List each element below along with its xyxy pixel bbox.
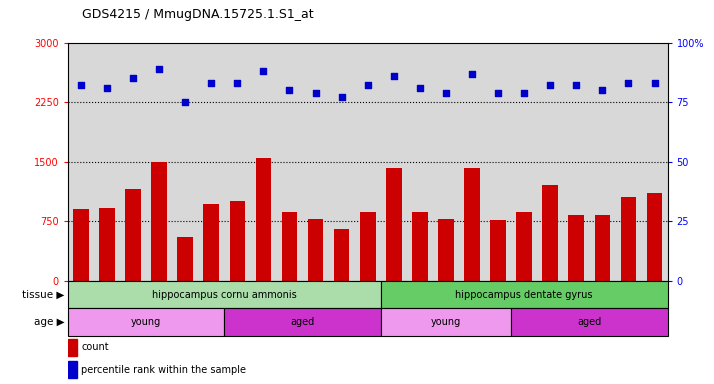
- Bar: [68, 361, 77, 378]
- Bar: [151, 162, 167, 281]
- Bar: [412, 212, 428, 281]
- Bar: [229, 201, 245, 281]
- Point: [231, 80, 243, 86]
- Text: percentile rank within the sample: percentile rank within the sample: [81, 364, 246, 374]
- Bar: [543, 185, 558, 281]
- Point: [75, 83, 86, 89]
- Bar: [381, 308, 511, 336]
- Point: [545, 83, 556, 89]
- Point: [623, 80, 634, 86]
- Point: [649, 80, 660, 86]
- Bar: [281, 212, 297, 281]
- Point: [597, 87, 608, 93]
- Text: count: count: [81, 343, 109, 353]
- Bar: [308, 219, 323, 281]
- Point: [283, 87, 295, 93]
- Bar: [203, 204, 219, 281]
- Point: [310, 89, 321, 96]
- Text: GDS4215 / MmugDNA.15725.1.S1_at: GDS4215 / MmugDNA.15725.1.S1_at: [82, 8, 313, 21]
- Point: [101, 85, 113, 91]
- Bar: [464, 168, 480, 281]
- Bar: [595, 215, 610, 281]
- Point: [570, 83, 582, 89]
- Text: aged: aged: [577, 317, 601, 327]
- Bar: [177, 237, 193, 281]
- Point: [466, 71, 478, 77]
- Point: [154, 66, 165, 72]
- Text: aged: aged: [291, 317, 315, 327]
- Bar: [360, 212, 376, 281]
- Bar: [256, 159, 271, 281]
- Bar: [334, 229, 349, 281]
- Bar: [381, 281, 668, 308]
- Bar: [647, 194, 663, 281]
- Bar: [68, 339, 77, 356]
- Point: [258, 68, 269, 74]
- Bar: [438, 219, 454, 281]
- Bar: [125, 189, 141, 281]
- Bar: [620, 197, 636, 281]
- Text: young: young: [431, 317, 461, 327]
- Point: [441, 89, 452, 96]
- Point: [518, 89, 530, 96]
- Point: [336, 94, 347, 101]
- Point: [206, 80, 217, 86]
- Point: [127, 75, 139, 81]
- Text: tissue ▶: tissue ▶: [22, 290, 64, 300]
- Point: [179, 99, 191, 105]
- Point: [362, 83, 373, 89]
- Bar: [73, 209, 89, 281]
- Bar: [568, 215, 584, 281]
- Bar: [516, 212, 532, 281]
- Bar: [99, 208, 115, 281]
- Point: [414, 85, 426, 91]
- Text: age ▶: age ▶: [34, 317, 64, 327]
- Point: [388, 73, 400, 79]
- Text: hippocampus dentate gyrus: hippocampus dentate gyrus: [456, 290, 593, 300]
- Bar: [68, 308, 224, 336]
- Text: young: young: [131, 317, 161, 327]
- Point: [493, 89, 504, 96]
- Bar: [386, 168, 401, 281]
- Bar: [511, 308, 668, 336]
- Bar: [68, 281, 381, 308]
- Bar: [224, 308, 381, 336]
- Text: hippocampus cornu ammonis: hippocampus cornu ammonis: [152, 290, 296, 300]
- Bar: [491, 220, 506, 281]
